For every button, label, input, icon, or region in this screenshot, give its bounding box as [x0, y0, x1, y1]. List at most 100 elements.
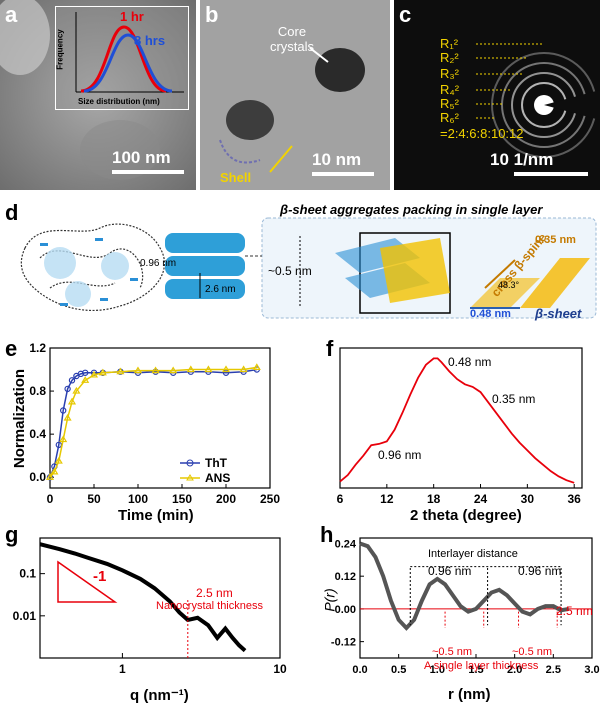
beta-sheet-label: β-sheet [535, 306, 582, 321]
x-tick-label: 10 [273, 662, 287, 676]
chart-e-xlabel: Time (min) [118, 507, 194, 524]
y-tick-label: 0.4 [29, 427, 46, 441]
y-tick-label: 0.24 [335, 538, 357, 550]
chart-h: 0.0 0.5 1.0 1.5 2.0 2.5 3.0 0.24 0.12 0.00 -0.12 [331, 537, 600, 676]
diffraction-image-c [394, 0, 600, 190]
pr-curve [359, 541, 570, 631]
size-distribution-inset: 1 hr 8 hrs Size distribution (nm) Freque… [55, 6, 189, 110]
schematic-d [20, 217, 597, 319]
half-thickness-1: ~0.5 nm [432, 646, 473, 658]
angle-label: 48.3° [498, 280, 520, 290]
dim-096: 0.96 nm [140, 258, 177, 269]
legend-marker-ans [186, 474, 194, 481]
plot-frame [39, 537, 281, 659]
x-tick-label: 200 [216, 492, 236, 506]
chart-g: 0.1 0.01 1 10 [13, 537, 287, 676]
x-tick-label: 50 [87, 492, 101, 506]
data-point-ans [239, 365, 248, 373]
x-tick-label: 2.0 [507, 664, 522, 676]
x-tick-label: 1.0 [430, 664, 445, 676]
single-layer-caption: A single layer thickness [424, 660, 539, 672]
core-crystals-label: Core crystals [269, 24, 315, 54]
interlayer-label: Interlayer distance [428, 548, 518, 560]
panel-label-f: f [326, 336, 334, 361]
half-thickness-2: ~0.5 nm [512, 646, 553, 658]
d048-label: 0.48 nm [470, 308, 511, 320]
panel-label-c: c [399, 2, 412, 27]
data-point-ans [54, 456, 63, 464]
xrd-curve [339, 357, 575, 484]
chart-g-xlabel: q (nm⁻¹) [130, 687, 189, 704]
data-point-ans [221, 365, 231, 373]
panel-c: c R₁² R₂² R₃² R₄² R₅² R₆² =2:4:6:8:10:12… [394, 0, 600, 190]
thickness-caption: Nanocrystal thickness [156, 600, 263, 612]
y-tick-label: 0.1 [19, 567, 36, 581]
scale-bar-a [112, 170, 184, 174]
data-point-ans [63, 413, 72, 421]
chart-e-ylabel: Normalization [11, 368, 29, 469]
x-tick-label: 1.5 [468, 664, 483, 676]
data-point-ans [133, 366, 143, 374]
inset-plot [75, 12, 184, 93]
x-tick-label: 2.5 [546, 664, 561, 676]
beta-sheet-stack [335, 232, 451, 314]
tem-image-a [0, 0, 196, 190]
legend-label-tht: ThT [205, 456, 228, 470]
panel-label-d: d [5, 200, 19, 225]
legend-1hr: 1 hr [120, 9, 144, 24]
data-point-ans [45, 473, 55, 480]
x-tick-label: 0 [47, 492, 54, 506]
stacked-layers-icon [165, 233, 245, 299]
series-line-ANS [49, 366, 257, 478]
data-point-tht [60, 407, 67, 414]
data-point-ans [98, 368, 107, 376]
scale-label-b: 10 nm [312, 150, 362, 169]
x-tick-label: 30 [521, 492, 535, 506]
x-tick-label: 100 [128, 492, 148, 506]
x-tick-label: 18 [427, 492, 441, 506]
panel-label-g: g [5, 522, 19, 547]
thickness-25: 2.5 nm [196, 586, 233, 600]
dim-26: 2.6 nm [205, 284, 236, 295]
interlayer-d2: 0.96 nm [518, 564, 562, 578]
peak-035: 0.35 nm [492, 392, 536, 406]
panel-d: d β-sheet aggregates packing in [0, 198, 600, 326]
data-point-ans [50, 467, 59, 475]
panel-label-h: h [320, 522, 334, 547]
ring-r4: R₄² [440, 82, 460, 97]
scale-bar-b [312, 172, 374, 176]
data-point-tht [64, 385, 71, 393]
data-point-tht [81, 369, 89, 376]
x-tick-label: 24 [474, 492, 488, 506]
x-tick-label: 0.5 [391, 664, 406, 676]
data-point-ans [151, 366, 160, 374]
peak-096: 0.96 nm [378, 448, 422, 462]
data-point-ans [169, 366, 178, 374]
y-tick-label: 1.2 [29, 341, 46, 355]
plot-frame [339, 347, 583, 489]
d035-label: 0.35 nm [535, 234, 576, 246]
ring-r2: R₂² [440, 50, 459, 65]
x-tick-label: 3.0 [584, 664, 599, 676]
chart-f-xlabel: 2 theta (degree) [410, 507, 522, 524]
data-point-ans [204, 365, 213, 373]
interlayer-d1: 0.96 nm [428, 564, 472, 578]
saxs-curve [39, 542, 247, 653]
inset-xlabel: Size distribution (nm) [78, 97, 160, 106]
legend-label-ans: ANS [205, 471, 230, 485]
tem-image-b [200, 0, 390, 190]
data-point-ans [252, 363, 261, 370]
data-point-ans [67, 397, 77, 405]
data-point-ans [72, 386, 81, 394]
slope-label: -1 [93, 568, 107, 585]
x-tick-label: 12 [380, 492, 394, 506]
panel-label-b: b [205, 2, 219, 27]
inset-ylabel: Frequency [55, 29, 65, 70]
slope-triangle [57, 560, 118, 603]
panel-label-a: a [5, 2, 18, 27]
data-point-ans [89, 370, 99, 378]
y-tick-label: -0.12 [331, 637, 356, 649]
peak-048: 0.48 nm [448, 355, 492, 369]
data-point-tht [68, 377, 76, 384]
